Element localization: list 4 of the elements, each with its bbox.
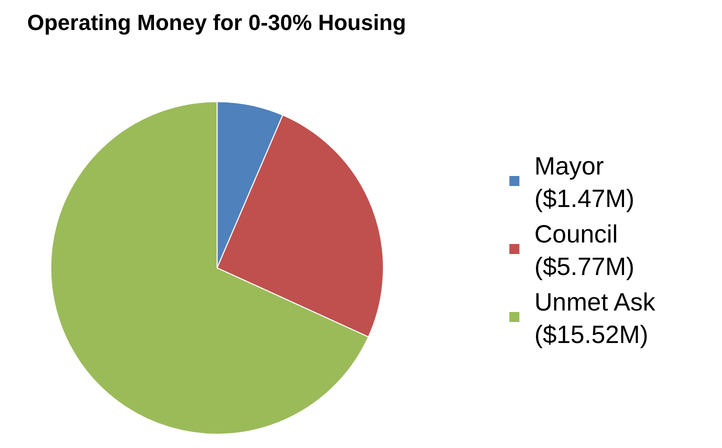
legend-label: Unmet Ask ($15.52M) [534, 288, 656, 349]
chart-title: Operating Money for 0-30% Housing [27, 10, 406, 36]
legend-label: Council ($5.77M) [534, 220, 634, 281]
legend-label: Mayor ($1.47M) [534, 152, 634, 213]
